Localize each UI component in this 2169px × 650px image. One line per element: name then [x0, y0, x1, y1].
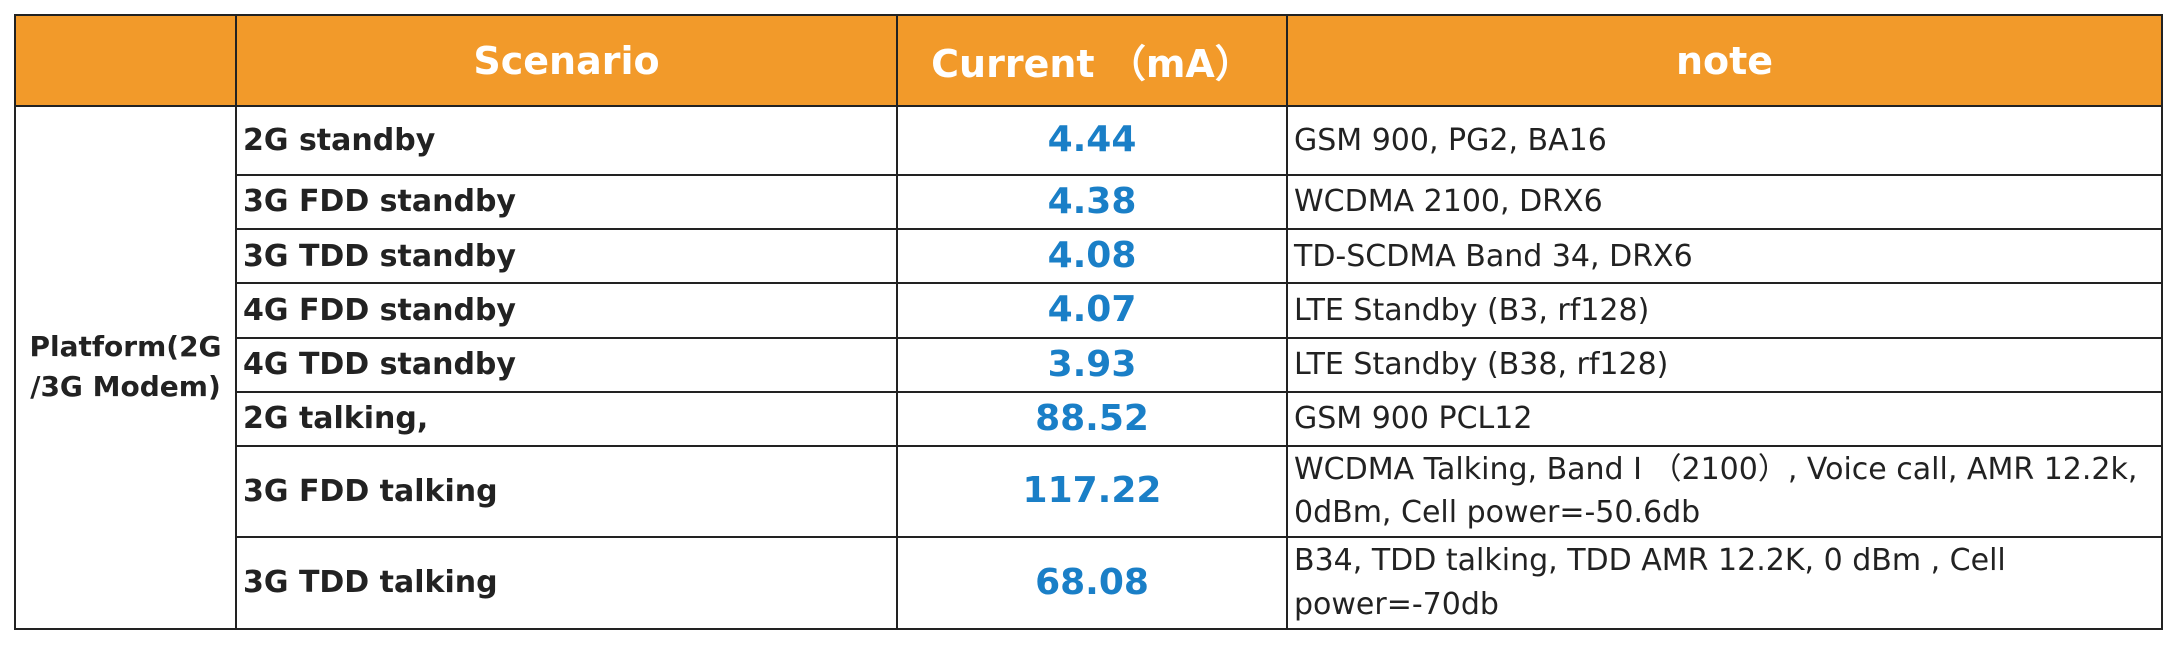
table-row: 4G TDD standby 3.93 LTE Standby (B38, rf12… — [15, 336, 2163, 393]
scenario-cell: 3G FDD talking — [235, 444, 898, 538]
note-cell: TD-SCDMA Band 34, DRX6 — [1286, 228, 2163, 285]
power-table: Scenario Current （mA） note Platform(2G /… — [14, 14, 2163, 630]
note-cell: WCDMA 2100, DRX6 — [1286, 173, 2163, 231]
table-row: 3G FDD talking 117.22 WCDMA Talking, Band … — [15, 444, 2163, 538]
current-cell: 4.07 — [896, 282, 1288, 339]
current-cell: 4.44 — [896, 105, 1288, 176]
current-cell: 117.22 — [896, 444, 1288, 538]
note-cell: GSM 900 PCL12 — [1286, 390, 2163, 447]
note-cell: LTE Standby (B3, rf128) — [1286, 282, 2163, 339]
header-cell: Current （mA） — [896, 14, 1288, 107]
scenario-cell: 4G TDD standby — [235, 336, 898, 393]
table-row: Platform(2G /3G Modem) 2G standby 4.44 GSM … — [14, 105, 2163, 630]
table-body: Platform(2G /3G Modem) 2G standby 4.44 GSM … — [14, 105, 2163, 630]
table-row: 3G TDD talking 68.08 B34, TDD talking, TDD… — [15, 535, 2163, 630]
note-cell: WCDMA Talking, Band I （2100）, Voice call… — [1286, 444, 2163, 538]
table-row: 4G FDD standby 4.07 LTE Standby (B3, rf128… — [15, 282, 2163, 339]
note-cell: LTE Standby (B38, rf128) — [1286, 336, 2163, 393]
table-row: 2G talking, 88.52 GSM 900 PCL12 — [15, 390, 2163, 447]
current-cell: 4.08 — [896, 228, 1288, 285]
scenario-cell: 4G FDD standby — [235, 282, 898, 339]
table-row: 3G FDD standby 4.38 WCDMA 2100, DRX6 — [15, 173, 2163, 231]
scenario-cell: 3G FDD standby — [235, 173, 898, 231]
current-cell: 3.93 — [896, 336, 1288, 393]
note-cell: B34, TDD talking, TDD AMR 12.2K, 0 dBm ,… — [1286, 535, 2163, 630]
current-cell: 4.38 — [896, 173, 1288, 231]
current-cell: 88.52 — [896, 390, 1288, 447]
scenario-cell: 3G TDD talking — [235, 535, 898, 630]
note-cell: GSM 900, PG2, BA16 — [1286, 105, 2163, 176]
header-cell: note — [1286, 14, 2163, 107]
header-cell — [14, 14, 237, 107]
scenario-cell: 3G TDD standby — [235, 228, 898, 285]
header-row: Scenario Current （mA） note — [14, 14, 2163, 107]
header-cell: Scenario — [235, 14, 898, 107]
scenario-cell: 2G talking, — [235, 390, 898, 447]
group-cell: Platform(2G /3G Modem) — [14, 105, 237, 630]
current-cell: 68.08 — [896, 535, 1288, 630]
table-row: 3G TDD standby 4.08 TD-SCDMA Band 34, DRX6 — [15, 228, 2163, 285]
scenario-cell: 2G standby — [235, 105, 898, 176]
